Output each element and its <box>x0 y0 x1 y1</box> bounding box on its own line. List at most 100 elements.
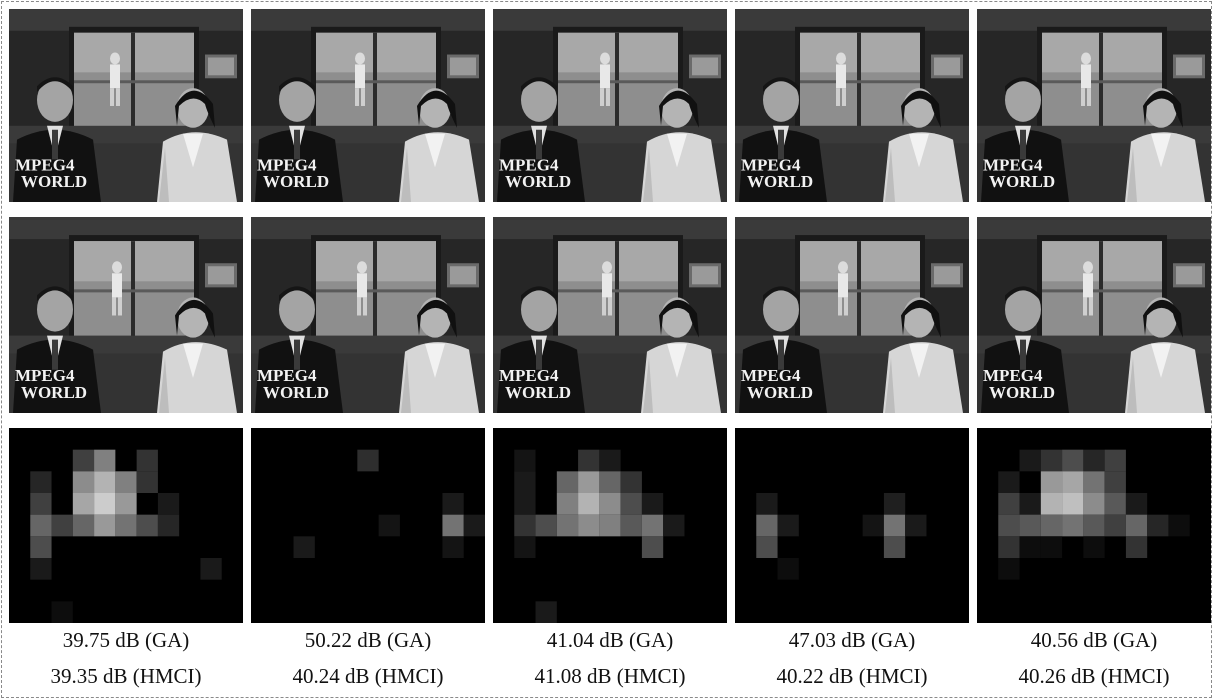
reconstructed-frame-image: MPEG4 WORLD <box>493 217 727 413</box>
heatmap-block <box>157 514 180 537</box>
heatmap-block <box>599 514 621 537</box>
heatmap-block <box>578 449 600 472</box>
hmci-psnr-label: 41.08 dB (HMCI) <box>534 664 686 688</box>
heatmap-block <box>1104 449 1126 472</box>
overlay-text-world: WORLD <box>989 172 1055 191</box>
ga-caption-row: 39.75 dB (GA) 50.22 dB (GA) 41.04 dB (GA) 4… <box>9 628 1211 653</box>
heatmap-block <box>1083 536 1105 558</box>
heatmap-image <box>493 428 727 623</box>
overlay-text-mpeg4: MPEG4 <box>983 366 1043 385</box>
ga-psnr-label: 39.75 dB (GA) <box>62 628 190 652</box>
heatmap-block <box>30 536 52 558</box>
reconstructed-frame-image: MPEG4 WORLD <box>251 217 485 413</box>
heatmap-block <box>535 601 557 623</box>
heatmap-block <box>51 514 73 537</box>
heatmap-block <box>578 493 600 515</box>
heatmap-block <box>1019 536 1041 558</box>
heatmap-block <box>556 493 579 515</box>
heatmap-block <box>777 558 799 580</box>
original-frame-image: MPEG4 WORLD <box>251 9 485 202</box>
heatmap-block <box>1125 493 1148 515</box>
heatmap-block <box>641 493 664 515</box>
figure-grid: MPEG4 WORLD MPEG4 WORLD <box>9 9 1211 623</box>
heatmap-block <box>1019 514 1041 537</box>
heatmap-block <box>115 493 137 515</box>
overlay-text-world: WORLD <box>747 383 813 402</box>
heatmap-block <box>94 471 116 493</box>
heatmap-block <box>1083 493 1105 515</box>
heatmap-block <box>641 514 664 537</box>
heatmap-block <box>136 514 158 537</box>
heatmap-block <box>578 471 600 493</box>
overlay-text-world: WORLD <box>505 172 571 191</box>
heatmap-block <box>998 558 1020 580</box>
hmci-caption-row: 39.35 dB (HMCI) 40.24 dB (HMCI) 41.08 dB (… <box>9 664 1211 689</box>
heatmap-block <box>1104 493 1126 515</box>
heatmap-block <box>30 493 52 515</box>
reconstructed-frame-image: MPEG4 WORLD <box>9 217 243 413</box>
heatmap-block <box>998 471 1020 493</box>
heatmap-block <box>30 558 52 580</box>
heatmap-block <box>30 471 52 493</box>
hmci-psnr-label: 40.22 dB (HMCI) <box>776 664 928 688</box>
heatmap-image <box>9 428 243 623</box>
overlay-text-mpeg4: MPEG4 <box>257 155 317 174</box>
heatmap-block <box>30 514 52 537</box>
heatmap-block <box>1040 514 1063 537</box>
heatmap-block <box>442 514 464 537</box>
overlay-text-world: WORLD <box>747 172 813 191</box>
heatmap-block <box>1040 493 1063 515</box>
overlay-text-mpeg4: MPEG4 <box>15 155 75 174</box>
overlay-text-mpeg4: MPEG4 <box>741 155 801 174</box>
original-frame-image: MPEG4 WORLD <box>493 9 727 202</box>
ga-psnr-label: 41.04 dB (GA) <box>546 628 674 652</box>
reconstructed-frame-image: MPEG4 WORLD <box>977 217 1211 413</box>
heatmap-block <box>905 514 927 537</box>
heatmap-block <box>556 471 579 493</box>
heatmap-block <box>556 514 579 537</box>
heatmap-block <box>115 514 137 537</box>
heatmap-block <box>1125 514 1148 537</box>
heatmap-block <box>442 536 464 558</box>
heatmap-block <box>136 449 158 472</box>
heatmap-block <box>756 514 778 537</box>
heatmap-block <box>1062 471 1084 493</box>
heatmap-block <box>115 471 137 493</box>
heatmap-block <box>1104 514 1126 537</box>
overlay-text-world: WORLD <box>263 383 329 402</box>
heatmap-block <box>514 536 536 558</box>
heatmap-block <box>599 449 621 472</box>
heatmap-block <box>1062 493 1084 515</box>
heatmap-block <box>620 471 642 493</box>
heatmap-block <box>1083 514 1105 537</box>
heatmap-block <box>998 536 1020 558</box>
heatmap-block <box>1168 514 1190 537</box>
heatmap-block <box>378 514 400 537</box>
heatmap-block <box>51 601 73 623</box>
heatmap-block <box>1104 471 1126 493</box>
heatmap-block <box>514 514 536 537</box>
heatmap-block <box>998 514 1020 537</box>
reconstructed-frame-image: MPEG4 WORLD <box>735 217 969 413</box>
heatmap-block <box>136 471 158 493</box>
overlay-text-world: WORLD <box>263 172 329 191</box>
heatmap-block <box>1083 471 1105 493</box>
heatmap-block <box>293 536 315 558</box>
heatmap-block <box>883 514 906 537</box>
heatmap-block <box>514 449 536 472</box>
overlay-text-mpeg4: MPEG4 <box>257 366 317 385</box>
heatmap-block <box>514 493 536 515</box>
heatmap-block <box>777 514 799 537</box>
heatmap-block <box>641 536 664 558</box>
overlay-text-mpeg4: MPEG4 <box>499 366 559 385</box>
original-frame-image: MPEG4 WORLD <box>9 9 243 202</box>
overlay-text-world: WORLD <box>989 383 1055 402</box>
heatmap-block <box>620 493 642 515</box>
overlay-text-mpeg4: MPEG4 <box>741 366 801 385</box>
overlay-text-mpeg4: MPEG4 <box>15 366 75 385</box>
heatmap-block <box>883 493 906 515</box>
hmci-psnr-label: 40.26 dB (HMCI) <box>1018 664 1170 688</box>
heatmap-block <box>72 449 95 472</box>
overlay-text-world: WORLD <box>21 383 87 402</box>
